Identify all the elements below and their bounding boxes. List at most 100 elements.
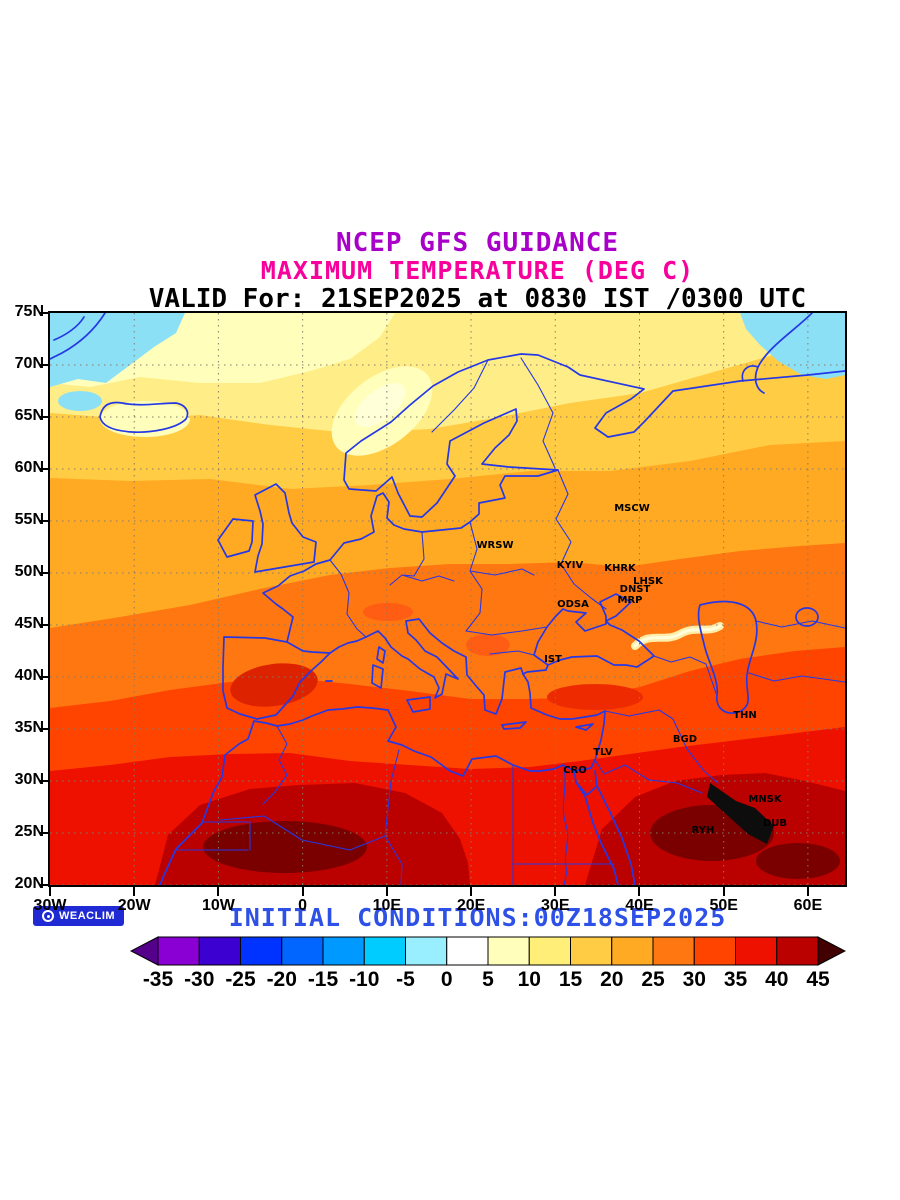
persian-gulf-marker [707, 783, 774, 844]
lat-tick [39, 884, 48, 886]
lon-tick [470, 887, 473, 896]
lat-axis-label: 75N [14, 303, 44, 320]
lat-tick [39, 416, 48, 418]
lat-axis-label: 30N [14, 771, 44, 788]
colorbar-left-cap [130, 936, 159, 966]
colorbar-tick-label: 35 [723, 968, 748, 991]
colorbar-segment [405, 936, 448, 966]
logo-circle-icon [42, 910, 54, 922]
lon-axis-label: 10E [372, 897, 402, 914]
city-label-wrsw: WRSW [477, 540, 514, 551]
city-label-mnsk: MNSK [748, 794, 783, 805]
colorbar-segment [240, 936, 283, 966]
colorbar-segment [611, 936, 654, 966]
lat-axis-label: 35N [14, 719, 44, 736]
variable-title: MAXIMUM TEMPERATURE (DEG C) [260, 256, 695, 285]
lat-tick [39, 364, 48, 366]
lon-axis-label: 30E [541, 897, 570, 914]
lat-axis-label: 60N [14, 459, 44, 476]
colorbar-tick-label: -15 [307, 968, 339, 991]
lat-axis-label: 70N [14, 355, 44, 372]
colorbar-tick-label: -10 [349, 968, 380, 991]
lon-tick [385, 887, 388, 896]
initial-conditions-text: INITIAL CONDITIONS:00Z18SEP2025 [228, 903, 727, 932]
lat-tick [39, 312, 48, 314]
lat-tick [39, 520, 48, 522]
lon-tick [49, 887, 51, 896]
valid-time-title: VALID For: 21SEP2025 at 0830 IST /0300 U… [148, 284, 807, 314]
colorbar-segment [157, 936, 200, 966]
lon-axis-label: 20W [117, 897, 151, 914]
coastlines [50, 313, 845, 885]
colorbar-tick-label: 5 [482, 968, 494, 991]
lon-tick [806, 887, 809, 896]
lon-tick [133, 887, 136, 896]
city-label-odsa: ODSA [557, 599, 589, 610]
colorbar-tick-label: 40 [765, 968, 789, 991]
lon-tick [722, 887, 725, 896]
city-label-cro: CRO [563, 765, 587, 776]
colorbar-segment [776, 936, 819, 966]
city-label-dnst: DNST [620, 584, 651, 595]
city-label-kyiv: KYIV [557, 560, 584, 571]
country-borders [175, 357, 845, 885]
lon-axis-label: 60E [793, 897, 823, 914]
lat-axis-label: 40N [14, 667, 44, 684]
city-label-thn: THN [733, 710, 757, 721]
colorbar-tick-label: 15 [558, 968, 583, 991]
colorbar-tick-label: 10 [517, 968, 541, 991]
lat-tick [39, 780, 48, 782]
colorbar-segment [570, 936, 613, 966]
lon-axis-label: 30W [33, 897, 67, 914]
colorbar-segment [735, 936, 778, 966]
lon-tick [301, 887, 304, 896]
colorbar-tick-label: 25 [641, 968, 665, 991]
weaclim-logo: WEACLIM [33, 906, 125, 926]
map-frame: MSCW WRSW KYIV KHRK LHSK DNST MRP ODSA IST THN BGD… [48, 311, 847, 887]
city-label-khrk: KHRK [604, 563, 637, 574]
colorbar-tick-label: -5 [396, 968, 415, 991]
colorbar-segment [652, 936, 695, 966]
lat-tick [39, 572, 48, 574]
lat-axis-label: 50N [14, 563, 44, 580]
colorbar-segment [693, 936, 736, 966]
lat-tick [39, 468, 48, 470]
city-label-ryh: RYH [692, 825, 715, 836]
lat-axis-label: 20N [14, 875, 44, 892]
lat-axis-label: 45N [14, 615, 44, 632]
model-title: NCEP GFS GUIDANCE [335, 228, 620, 258]
colorbar-tick-label: 30 [682, 968, 706, 991]
colorbar-tick-label: 45 [806, 968, 830, 991]
lon-axis-label: 0 [298, 897, 308, 914]
colorbar-segment [363, 936, 406, 966]
colorbar-right-cap [817, 936, 846, 966]
lat-tick [39, 832, 48, 834]
lon-axis-label: 40E [625, 897, 654, 914]
lon-tick [217, 887, 220, 896]
colorbar-segment [198, 936, 241, 966]
city-label-bgd: BGD [673, 734, 697, 745]
city-label-lhsk: LHSK [633, 576, 664, 587]
colorbar-tick-label: -20 [266, 968, 297, 991]
colorbar-tick-label: 0 [440, 968, 453, 991]
colorbar [130, 936, 850, 996]
city-label-ist: IST [544, 654, 562, 665]
colorbar-scale [130, 936, 846, 966]
colorbar-segment [322, 936, 365, 966]
lon-axis-label: 10W [201, 897, 235, 914]
colorbar-segment [446, 936, 489, 966]
colorbar-tick-label: -25 [225, 968, 256, 991]
lon-axis-label: 20E [456, 897, 486, 914]
lon-tick [638, 887, 641, 896]
city-label-dub: DUB [763, 818, 787, 829]
temperature-field [50, 313, 845, 885]
colorbar-tick-label: -30 [184, 968, 215, 991]
lat-axis-label: 65N [14, 407, 44, 424]
colorbar-segment [487, 936, 530, 966]
city-label-mscw: MSCW [614, 503, 650, 514]
lat-tick [39, 624, 48, 626]
lat-tick [39, 676, 48, 678]
logo-text: WEACLIM [59, 910, 116, 922]
